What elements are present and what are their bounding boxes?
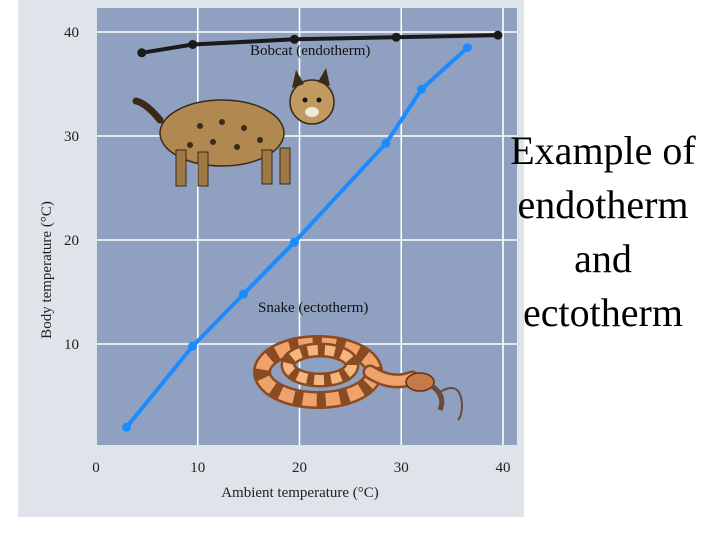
caption: Example of endotherm and ectotherm: [488, 124, 718, 340]
data-point: [391, 32, 401, 42]
series-layer: Bobcat (endotherm) Snake (ectotherm): [122, 30, 503, 432]
series-label: Snake (ectotherm): [258, 300, 368, 316]
x-tick-label: 40: [496, 460, 511, 476]
data-point: [417, 84, 427, 94]
data-point: [137, 48, 147, 58]
y-tick-label: 20: [64, 233, 79, 249]
data-point: [381, 138, 391, 148]
data-point: [493, 30, 503, 40]
x-tick-label: 0: [92, 460, 100, 476]
data-point: [239, 289, 249, 299]
x-tick-label: 30: [394, 460, 409, 476]
y-tick-label: 40: [64, 25, 79, 41]
caption-line-4: ectotherm: [523, 290, 683, 335]
caption-line-1: Example of: [510, 128, 696, 173]
series-label: Bobcat (endotherm): [250, 43, 370, 59]
caption-line-3: and: [574, 236, 632, 281]
y-tick-label: 10: [64, 337, 79, 353]
x-tick-label: 10: [190, 460, 205, 476]
data-point: [289, 34, 299, 44]
data-point: [188, 39, 198, 49]
data-point: [188, 341, 198, 351]
snake-illustration: [253, 335, 464, 421]
data-point: [122, 422, 132, 432]
data-point: [462, 43, 472, 53]
bobcat-illustration: [132, 68, 335, 187]
y-axis-label: Body temperature (°C): [39, 201, 55, 339]
data-point: [289, 237, 299, 247]
gridlines: [97, 8, 517, 445]
illustrations: [132, 68, 464, 421]
x-tick-label: 20: [292, 460, 307, 476]
caption-line-2: endotherm: [517, 182, 689, 227]
x-axis-label: Ambient temperature (°C): [221, 485, 379, 501]
axes: 0 10 20 30 40 10 20 30 40 Ambient temperature (°C…: [39, 25, 511, 501]
y-tick-label: 30: [64, 129, 79, 145]
